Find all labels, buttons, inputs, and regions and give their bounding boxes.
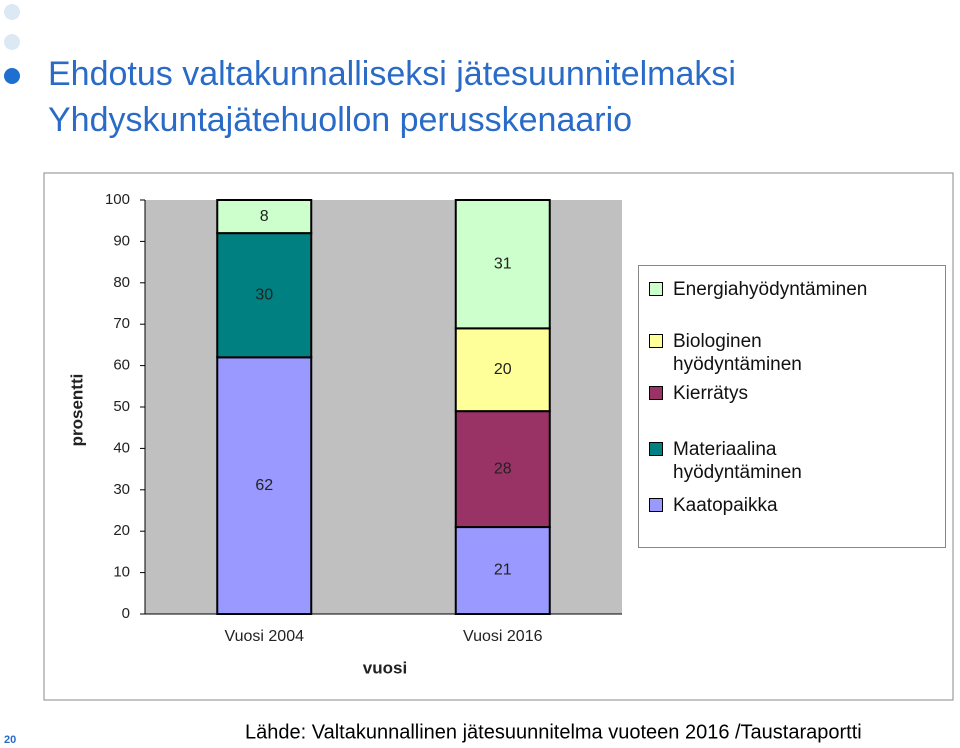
legend-swatch	[649, 282, 663, 296]
bar-segment	[216, 232, 313, 359]
legend-item: Kaatopaikka	[649, 494, 873, 517]
y-tick-label: 50	[113, 398, 130, 415]
slide-title: Ehdotus valtakunnalliseksi jätesuunnitel…	[48, 55, 736, 93]
slide-subtitle: Yhdyskuntajätehuollon perusskenaario	[48, 101, 632, 139]
legend-label: Kaatopaikka	[673, 495, 778, 516]
data-label: 21	[494, 562, 512, 579]
legend-item: Kierrätys	[649, 382, 873, 405]
y-tick-label: 0	[122, 605, 130, 622]
x-axis-title: vuosi	[363, 658, 407, 677]
bullet	[4, 34, 20, 50]
legend-swatch	[649, 386, 663, 400]
bar-segment	[454, 327, 551, 413]
x-tick-label: Vuosi 2016	[463, 628, 543, 645]
legend-label: Materiaalina hyödyntäminen	[673, 439, 802, 483]
data-label: 30	[255, 286, 273, 303]
bar-segment	[216, 356, 313, 615]
data-label: 28	[494, 460, 512, 477]
legend-swatch	[649, 442, 663, 456]
bar-segment	[454, 410, 551, 529]
y-axis-title: prosentti	[67, 374, 86, 447]
legend: Energiahyödyntäminen Biologinen hyödyntäm…	[638, 265, 946, 548]
data-label: 8	[260, 208, 269, 225]
bullet	[4, 4, 20, 20]
bar-segment	[454, 199, 551, 330]
bullet	[4, 68, 20, 84]
x-tick-label: Vuosi 2004	[225, 628, 305, 645]
y-tick-label: 10	[113, 564, 130, 581]
y-tick-label: 80	[113, 274, 130, 291]
y-tick-label: 30	[113, 481, 130, 498]
data-label: 20	[494, 361, 512, 378]
legend-label: Kierrätys	[673, 383, 748, 404]
y-tick-label: 60	[113, 357, 130, 374]
bar-segment	[216, 199, 313, 235]
legend-item: Energiahyödyntäminen	[649, 278, 873, 301]
legend-item: Materiaalina hyödyntäminen	[649, 438, 873, 484]
y-tick-label: 40	[113, 439, 130, 456]
y-tick-label: 90	[113, 232, 130, 249]
legend-item: Biologinen hyödyntäminen	[649, 330, 873, 376]
y-tick-label: 70	[113, 315, 130, 332]
bar-segment	[454, 526, 551, 615]
legend-label: Energiahyödyntäminen	[673, 279, 868, 300]
legend-swatch	[649, 498, 663, 512]
source: Lähde: Valtakunnallinen jätesuunnitelma …	[245, 721, 862, 743]
y-tick-label: 20	[113, 522, 130, 539]
legend-swatch	[649, 334, 663, 348]
data-label: 62	[255, 477, 273, 494]
page-number: 20	[4, 734, 16, 746]
data-label: 31	[494, 255, 512, 272]
legend-label: Biologinen hyödyntäminen	[673, 331, 802, 375]
y-tick-label: 100	[105, 191, 130, 208]
